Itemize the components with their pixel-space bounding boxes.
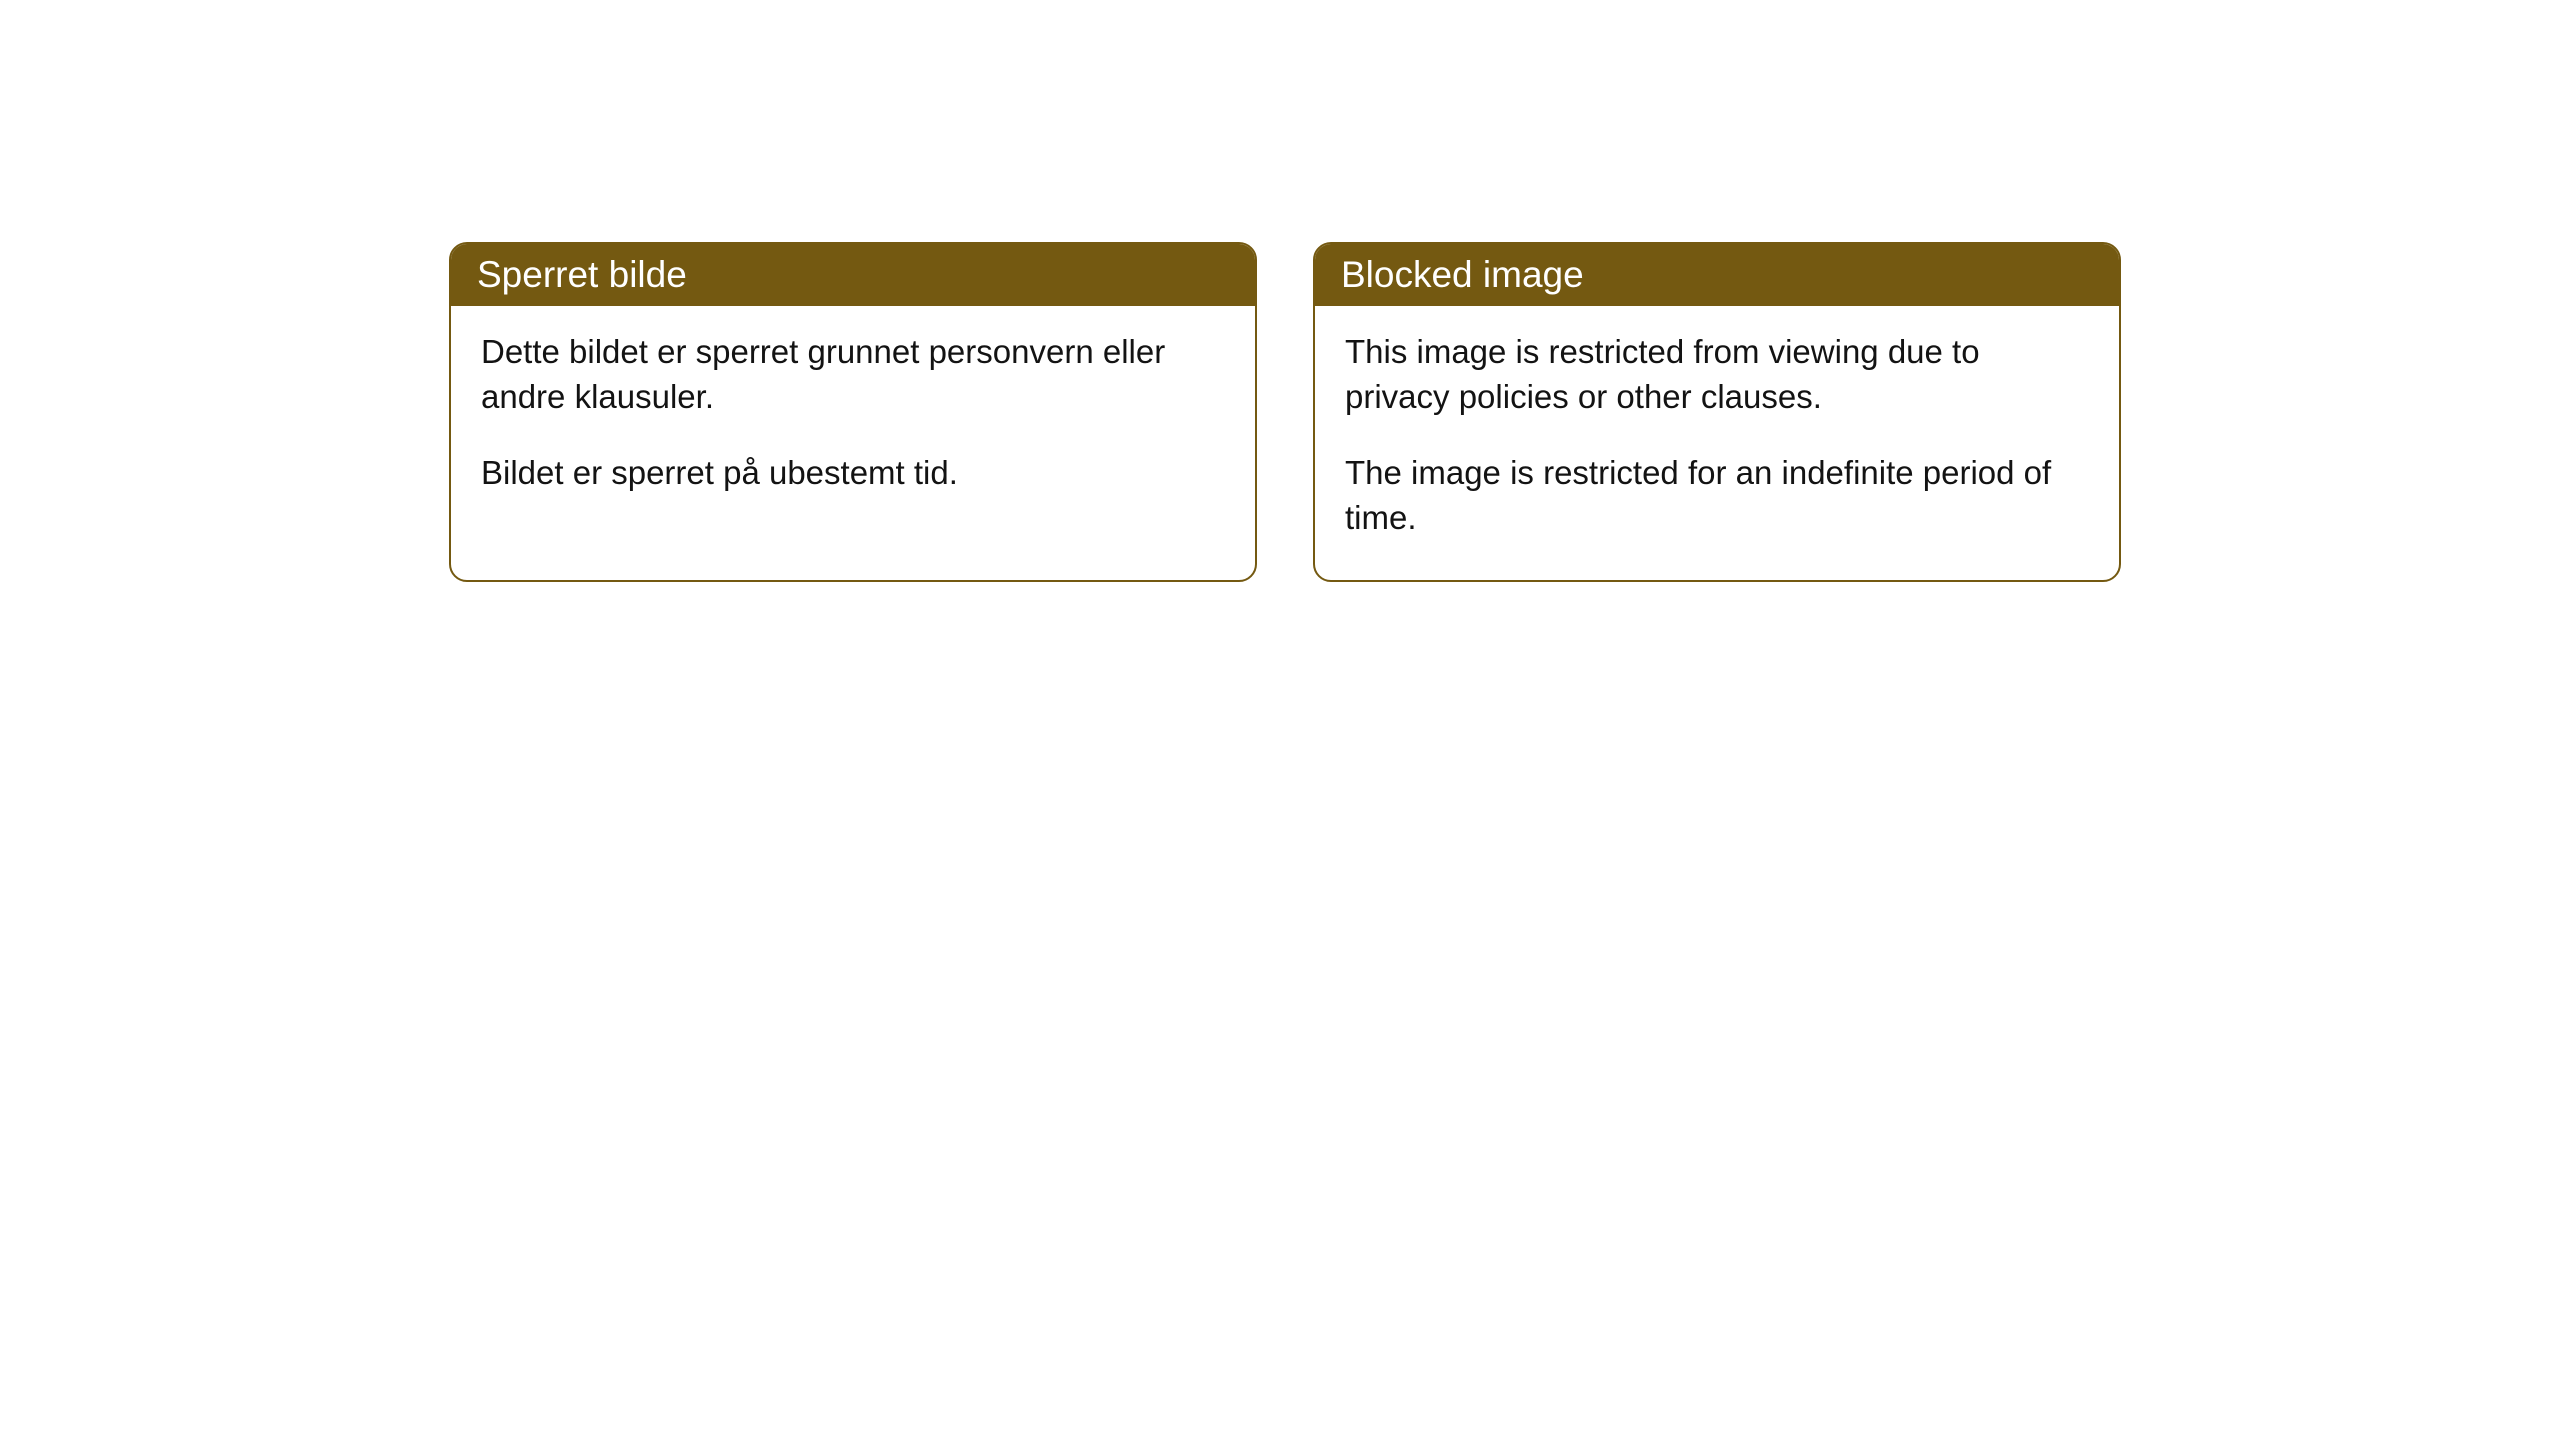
card-header-english: Blocked image xyxy=(1315,244,2119,306)
notice-card-english: Blocked image This image is restricted f… xyxy=(1313,242,2121,582)
card-paragraph: This image is restricted from viewing du… xyxy=(1345,330,2089,419)
card-paragraph: Dette bildet er sperret grunnet personve… xyxy=(481,330,1225,419)
card-header-norwegian: Sperret bilde xyxy=(451,244,1255,306)
card-body-english: This image is restricted from viewing du… xyxy=(1315,306,2119,580)
card-paragraph: Bildet er sperret på ubestemt tid. xyxy=(481,451,1225,496)
notice-cards-container: Sperret bilde Dette bildet er sperret gr… xyxy=(449,242,2121,582)
card-paragraph: The image is restricted for an indefinit… xyxy=(1345,451,2089,540)
notice-card-norwegian: Sperret bilde Dette bildet er sperret gr… xyxy=(449,242,1257,582)
card-body-norwegian: Dette bildet er sperret grunnet personve… xyxy=(451,306,1255,536)
